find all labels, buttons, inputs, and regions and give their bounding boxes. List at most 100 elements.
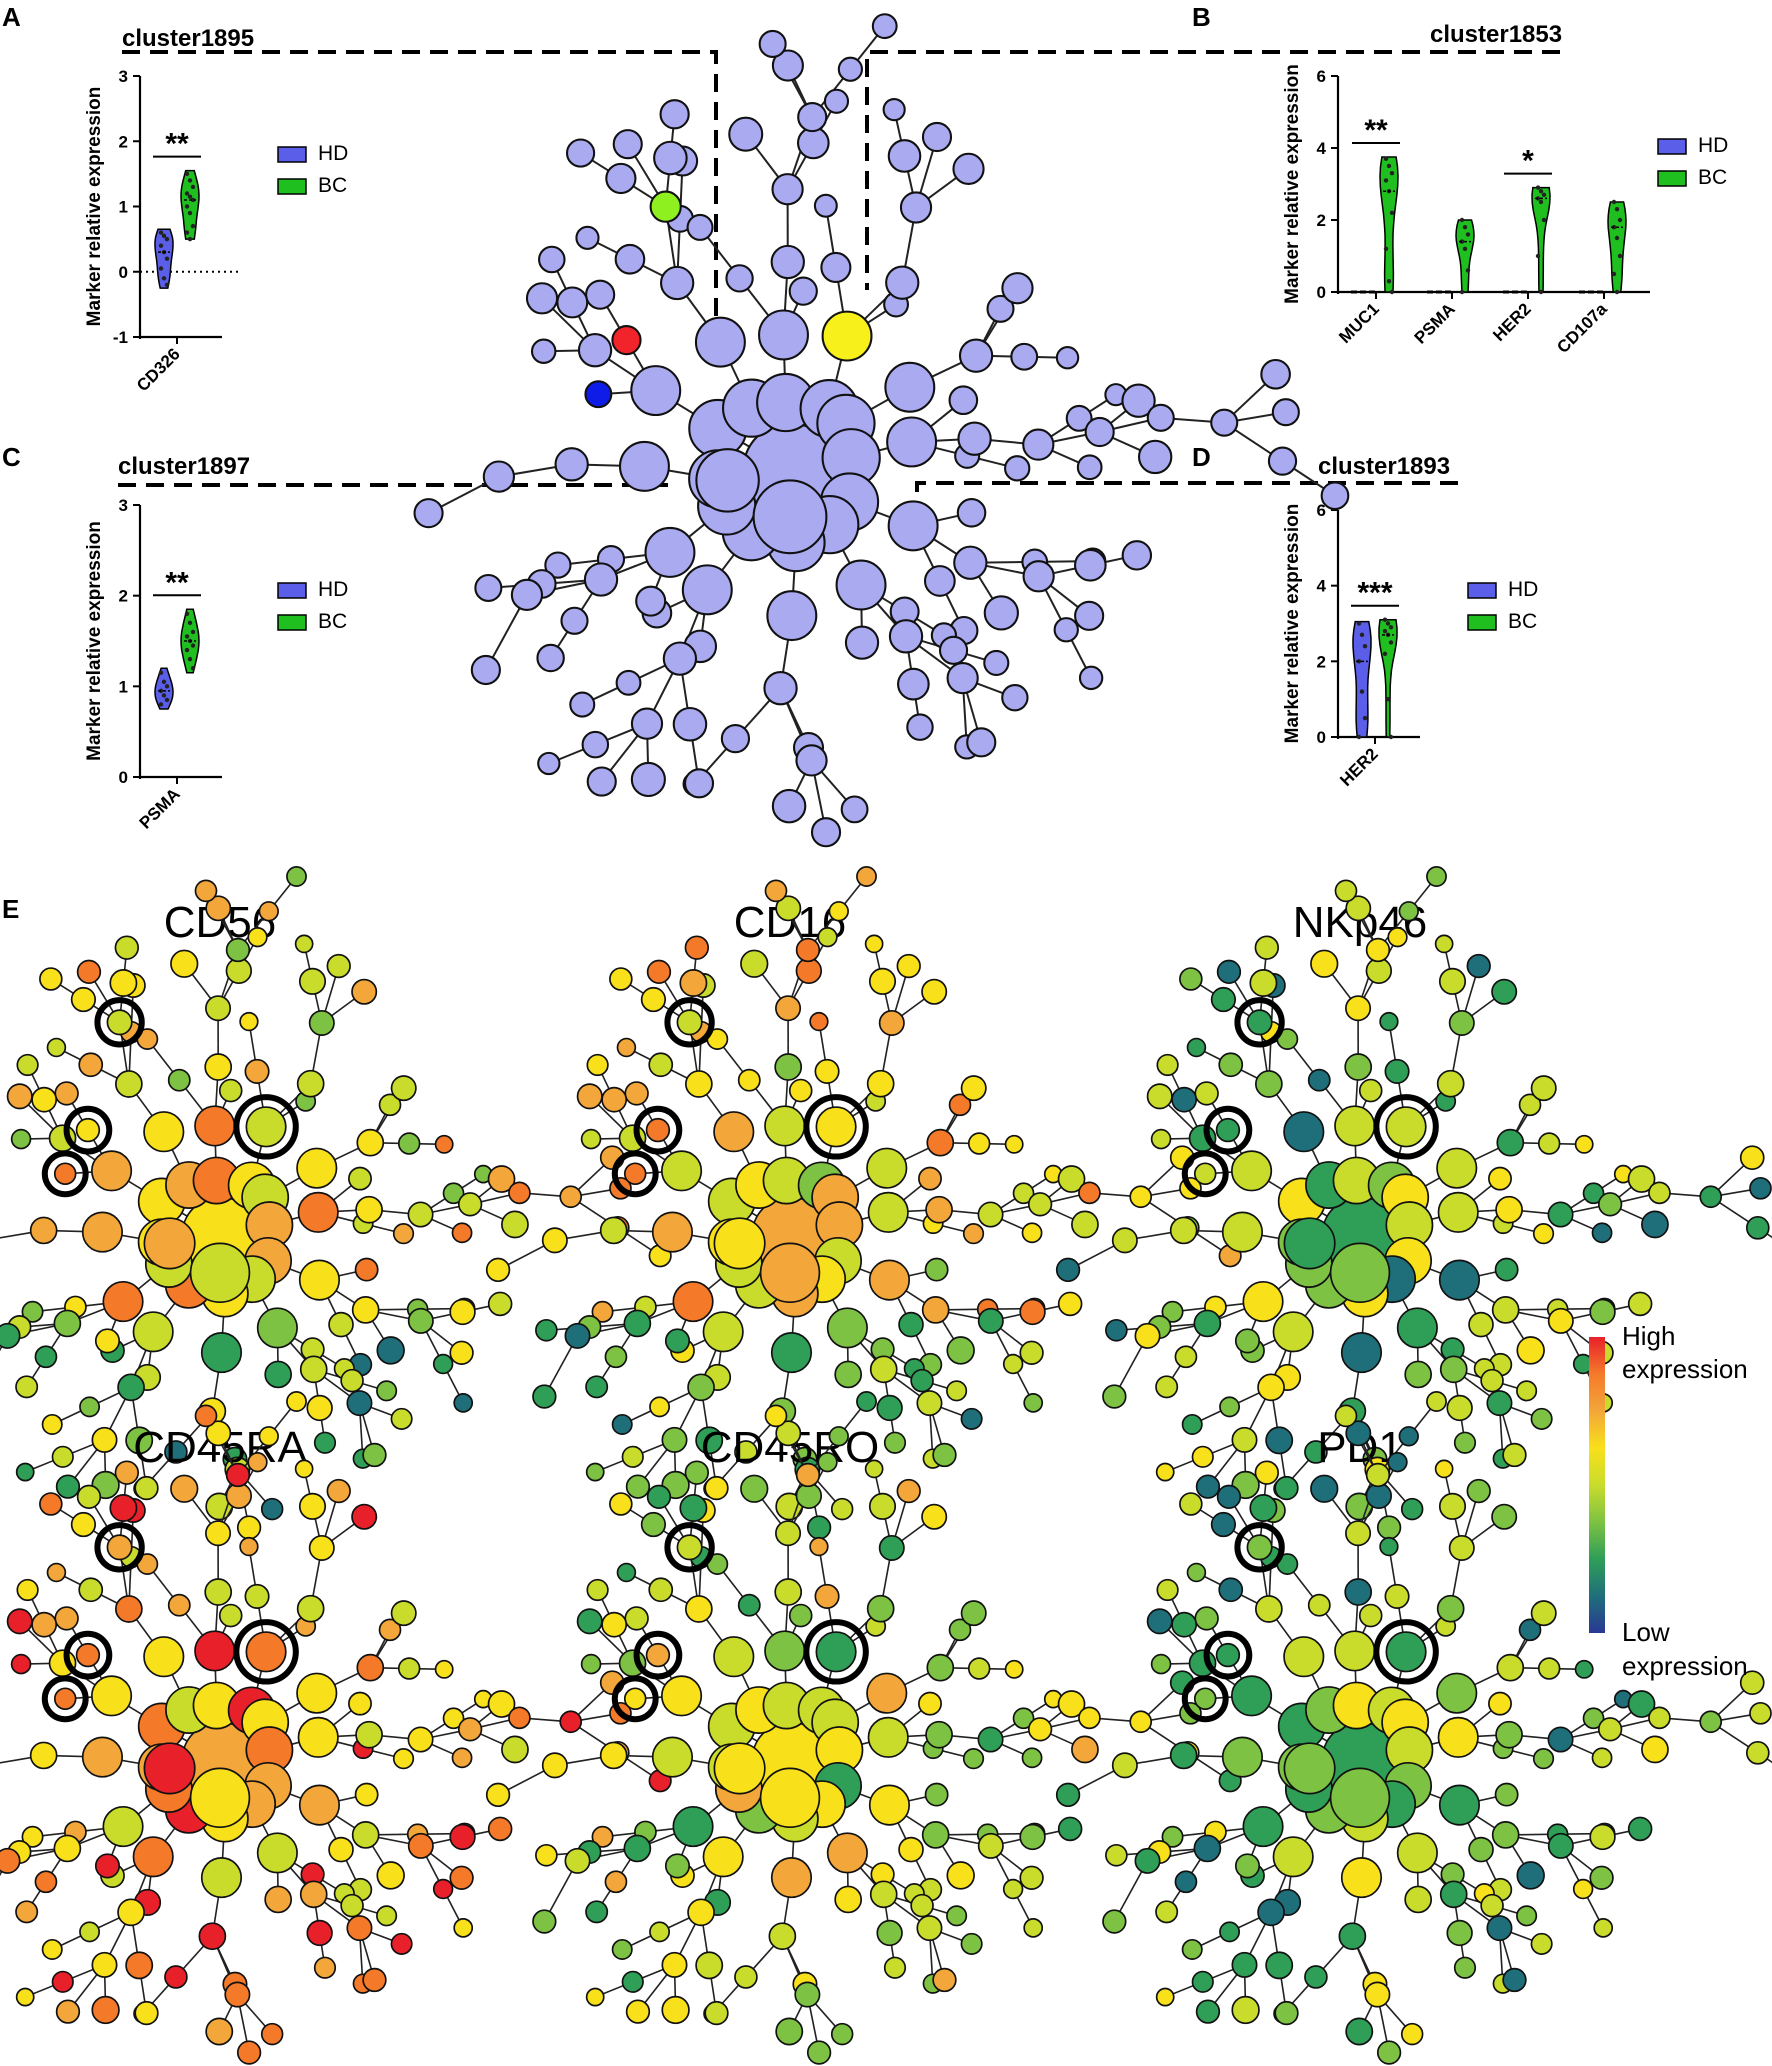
tree-node: [814, 1058, 840, 1084]
tree-node: [1272, 1836, 1314, 1878]
violin-point: [190, 197, 196, 203]
tree-node: [788, 276, 818, 306]
tree-node: [51, 1445, 74, 1468]
tree-node: [918, 1166, 942, 1191]
tree-node: [840, 795, 869, 824]
marker-panel-cd45ra: CD45RA: [0, 1391, 672, 2065]
tree-node: [624, 1081, 649, 1106]
tree-node: [1384, 1058, 1410, 1084]
tree-node: [1537, 1132, 1561, 1155]
violin-point: [161, 693, 167, 698]
tree-node: [535, 1318, 558, 1342]
tree-node: [247, 1452, 268, 1473]
tree-node: [1547, 1201, 1574, 1228]
tree-node: [1169, 1741, 1198, 1770]
tree-node: [1574, 1659, 1594, 1679]
tree-node: [1283, 1742, 1336, 1795]
tree-node: [676, 1534, 703, 1561]
tree-node: [453, 1393, 474, 1413]
y-tick-label: 3: [119, 496, 128, 515]
tree-node: [615, 669, 642, 696]
tree-node: [966, 727, 997, 758]
tree-node: [1344, 1053, 1373, 1081]
tree-node: [34, 1345, 58, 1369]
tree-node: [541, 1227, 568, 1254]
tree-node: [1057, 1690, 1086, 1718]
main-cluster-tree: [413, 13, 1350, 848]
tree-node: [91, 1951, 118, 1978]
tree-node: [117, 1898, 145, 1927]
tree-node: [977, 1832, 1004, 1859]
tree-node: [1022, 428, 1055, 461]
legend-label-hd: HD: [1698, 134, 1728, 157]
tree-node: [1102, 1909, 1127, 1934]
tree-node: [585, 279, 616, 310]
tree-node: [921, 1503, 948, 1530]
tree-node: [1627, 1816, 1653, 1842]
tree-node: [0, 1322, 21, 1349]
violin-hd: [154, 228, 174, 289]
tree-node: [896, 1478, 921, 1504]
tree-node: [866, 1147, 908, 1189]
tree-node: [76, 959, 102, 985]
tree-node: [1216, 1484, 1242, 1510]
y-axis-label: Marker relative expression: [1282, 504, 1303, 744]
tree-node: [297, 1191, 339, 1233]
tree-node: [1146, 403, 1175, 432]
tree-node: [648, 1577, 674, 1603]
tree-node: [559, 1185, 583, 1209]
x-category-label: MUC1: [1335, 299, 1382, 346]
tree-node: [1480, 1893, 1504, 1918]
tree-node: [601, 1611, 628, 1638]
tree-node: [351, 1821, 380, 1849]
panel-label-e: E: [2, 894, 19, 924]
tree-node: [938, 635, 969, 665]
tree-node: [46, 1037, 67, 1058]
legend-swatch-hd: [277, 146, 307, 163]
tree-node: [695, 448, 760, 513]
tree-node: [878, 1009, 905, 1036]
tree-node: [910, 1368, 934, 1393]
tree-node: [1219, 1396, 1241, 1418]
tree-node: [713, 1111, 755, 1153]
tree-node: [294, 934, 314, 954]
tree-node: [649, 1396, 671, 1418]
tree-node: [200, 1857, 243, 1899]
tree-node: [921, 1296, 950, 1324]
tree-node: [340, 1893, 364, 1918]
tree-node: [1438, 1492, 1467, 1520]
tree-node: [1179, 1492, 1203, 1516]
tree-node: [239, 1536, 259, 1557]
tree-node: [1021, 1747, 1043, 1769]
significance-label: **: [165, 128, 189, 161]
tree-node: [1218, 1052, 1244, 1078]
connector-a: [122, 50, 718, 330]
tree-node: [866, 1594, 895, 1623]
tree-node: [1491, 1821, 1520, 1849]
tree-node: [355, 1720, 383, 1749]
tree-node: [537, 751, 561, 776]
tree-node: [6, 1083, 33, 1110]
tree-node: [397, 1132, 421, 1155]
tree-node: [837, 56, 863, 82]
tree-node: [1589, 1823, 1616, 1851]
tree-node: [167, 1068, 191, 1092]
tree-node: [623, 1687, 647, 1711]
marker-panel-cd45ro: CD45RO: [485, 1391, 1242, 2065]
tree-node: [649, 190, 682, 223]
violin-point: [1382, 628, 1388, 634]
tree-node: [1195, 1474, 1221, 1499]
tree-node: [646, 1484, 672, 1510]
tree-node: [1516, 1861, 1545, 1890]
tree-node: [1073, 548, 1107, 582]
tree-node: [1582, 1707, 1605, 1730]
tree-node: [586, 1578, 609, 1602]
violin-point: [190, 184, 196, 190]
marker-cd16-tree: [485, 866, 1242, 1540]
tree-node: [774, 1053, 803, 1081]
tree-node: [616, 1562, 637, 1583]
colorbar-high-label-2: expression: [1622, 1354, 1748, 1384]
tree-node: [661, 1951, 688, 1978]
tree-node: [1242, 1280, 1284, 1323]
tree-node: [376, 1380, 398, 1402]
